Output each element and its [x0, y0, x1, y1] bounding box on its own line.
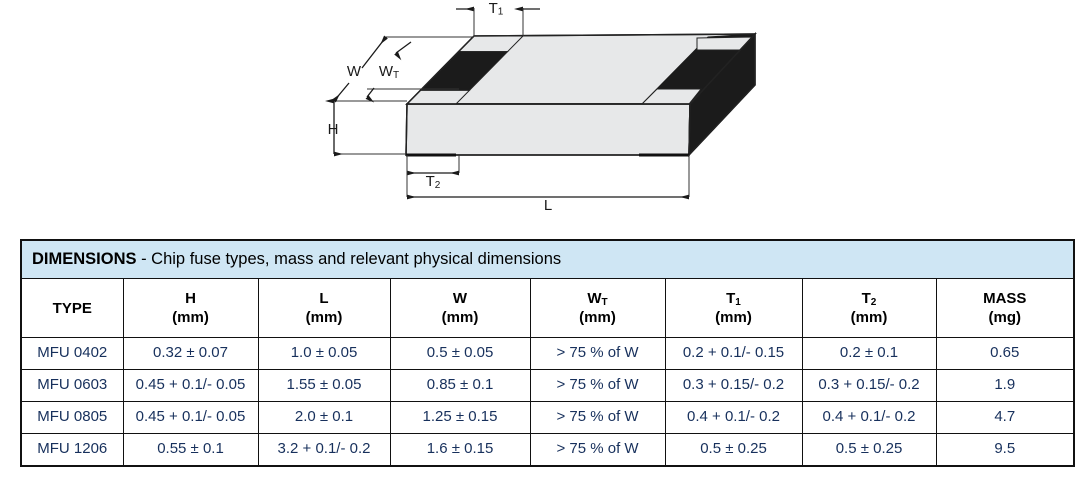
svg-text:T2: T2	[426, 173, 441, 191]
svg-text:WT: WT	[379, 63, 399, 81]
svg-text:H: H	[328, 121, 339, 138]
svg-text:W: W	[347, 63, 362, 80]
svg-text:T1: T1	[489, 0, 504, 18]
svg-text:L: L	[544, 197, 552, 214]
